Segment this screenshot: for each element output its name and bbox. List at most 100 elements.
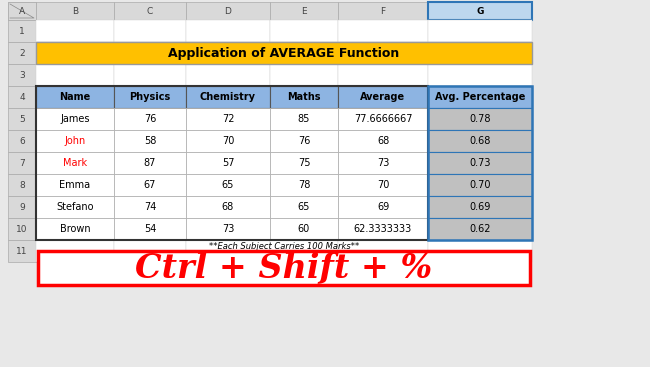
Text: 87: 87 bbox=[144, 158, 156, 168]
Text: Average: Average bbox=[361, 92, 406, 102]
Bar bbox=[114, 152, 186, 174]
Bar bbox=[428, 86, 532, 108]
Text: 58: 58 bbox=[144, 136, 156, 146]
Bar bbox=[114, 130, 186, 152]
Bar bbox=[270, 152, 338, 174]
Bar bbox=[114, 196, 186, 218]
Bar bbox=[270, 86, 338, 108]
Text: 9: 9 bbox=[19, 203, 25, 211]
Text: 0.73: 0.73 bbox=[469, 158, 491, 168]
Text: 0.70: 0.70 bbox=[469, 180, 491, 190]
Bar bbox=[270, 64, 338, 86]
Bar bbox=[8, 218, 36, 240]
Text: G: G bbox=[476, 7, 484, 15]
Bar bbox=[36, 196, 114, 218]
Text: 7: 7 bbox=[19, 159, 25, 167]
Bar bbox=[338, 42, 428, 64]
Text: 70: 70 bbox=[222, 136, 234, 146]
Bar bbox=[270, 174, 338, 196]
Bar bbox=[186, 42, 270, 64]
Text: 77.6666667: 77.6666667 bbox=[354, 114, 412, 124]
Text: 76: 76 bbox=[298, 136, 310, 146]
Text: B: B bbox=[72, 7, 78, 15]
Bar bbox=[270, 108, 338, 130]
Text: Chemistry: Chemistry bbox=[200, 92, 256, 102]
Text: 75: 75 bbox=[298, 158, 310, 168]
Bar bbox=[114, 174, 186, 196]
Bar bbox=[186, 130, 270, 152]
Text: 0.69: 0.69 bbox=[469, 202, 491, 212]
Bar bbox=[270, 130, 338, 152]
Bar bbox=[428, 86, 532, 240]
Bar bbox=[114, 240, 186, 262]
Bar bbox=[428, 2, 532, 20]
Bar bbox=[338, 130, 428, 152]
Bar bbox=[270, 174, 338, 196]
Bar bbox=[8, 86, 36, 108]
Bar bbox=[338, 240, 428, 262]
Bar bbox=[428, 196, 532, 218]
Bar bbox=[338, 174, 428, 196]
Bar bbox=[428, 174, 532, 196]
Bar bbox=[36, 108, 114, 130]
Bar bbox=[186, 174, 270, 196]
Bar bbox=[8, 2, 36, 20]
Text: 68: 68 bbox=[377, 136, 389, 146]
Bar bbox=[8, 64, 36, 86]
Bar bbox=[270, 108, 338, 130]
Bar bbox=[270, 86, 338, 108]
Text: 69: 69 bbox=[377, 202, 389, 212]
Text: 0.68: 0.68 bbox=[469, 136, 491, 146]
Text: 74: 74 bbox=[144, 202, 156, 212]
Text: 60: 60 bbox=[298, 224, 310, 234]
Bar bbox=[338, 108, 428, 130]
Text: 85: 85 bbox=[298, 114, 310, 124]
Bar bbox=[36, 152, 114, 174]
Bar bbox=[338, 174, 428, 196]
Bar bbox=[270, 42, 338, 64]
Text: John: John bbox=[64, 136, 86, 146]
Bar bbox=[36, 42, 532, 64]
Text: D: D bbox=[224, 7, 231, 15]
Text: Application of AVERAGE Function: Application of AVERAGE Function bbox=[168, 47, 400, 59]
Text: Stefano: Stefano bbox=[57, 202, 94, 212]
Bar bbox=[114, 152, 186, 174]
Text: 73: 73 bbox=[377, 158, 389, 168]
Bar bbox=[186, 240, 270, 262]
Text: 65: 65 bbox=[222, 180, 234, 190]
Bar bbox=[338, 196, 428, 218]
Text: Brown: Brown bbox=[60, 224, 90, 234]
Text: 54: 54 bbox=[144, 224, 156, 234]
Bar bbox=[186, 86, 270, 108]
Text: 5: 5 bbox=[19, 115, 25, 124]
Text: 4: 4 bbox=[20, 92, 25, 102]
Bar bbox=[186, 218, 270, 240]
Text: 76: 76 bbox=[144, 114, 156, 124]
Bar bbox=[114, 108, 186, 130]
Text: Maths: Maths bbox=[287, 92, 320, 102]
Text: 72: 72 bbox=[222, 114, 234, 124]
Bar bbox=[114, 42, 186, 64]
Bar bbox=[8, 108, 36, 130]
Bar bbox=[338, 86, 428, 108]
Text: 73: 73 bbox=[222, 224, 234, 234]
Bar bbox=[36, 2, 114, 20]
Text: 62.3333333: 62.3333333 bbox=[354, 224, 412, 234]
Bar bbox=[36, 196, 114, 218]
Bar bbox=[270, 240, 338, 262]
Bar bbox=[270, 2, 338, 20]
Bar bbox=[114, 64, 186, 86]
Bar bbox=[428, 108, 532, 130]
Bar bbox=[36, 64, 114, 86]
Bar bbox=[186, 218, 270, 240]
Text: 65: 65 bbox=[298, 202, 310, 212]
Text: Avg. Percentage: Avg. Percentage bbox=[435, 92, 525, 102]
Bar bbox=[338, 86, 428, 108]
Bar bbox=[36, 218, 114, 240]
Text: C: C bbox=[147, 7, 153, 15]
Bar bbox=[38, 251, 530, 285]
Bar bbox=[338, 218, 428, 240]
Bar bbox=[186, 152, 270, 174]
Bar bbox=[186, 130, 270, 152]
Bar bbox=[8, 2, 36, 20]
